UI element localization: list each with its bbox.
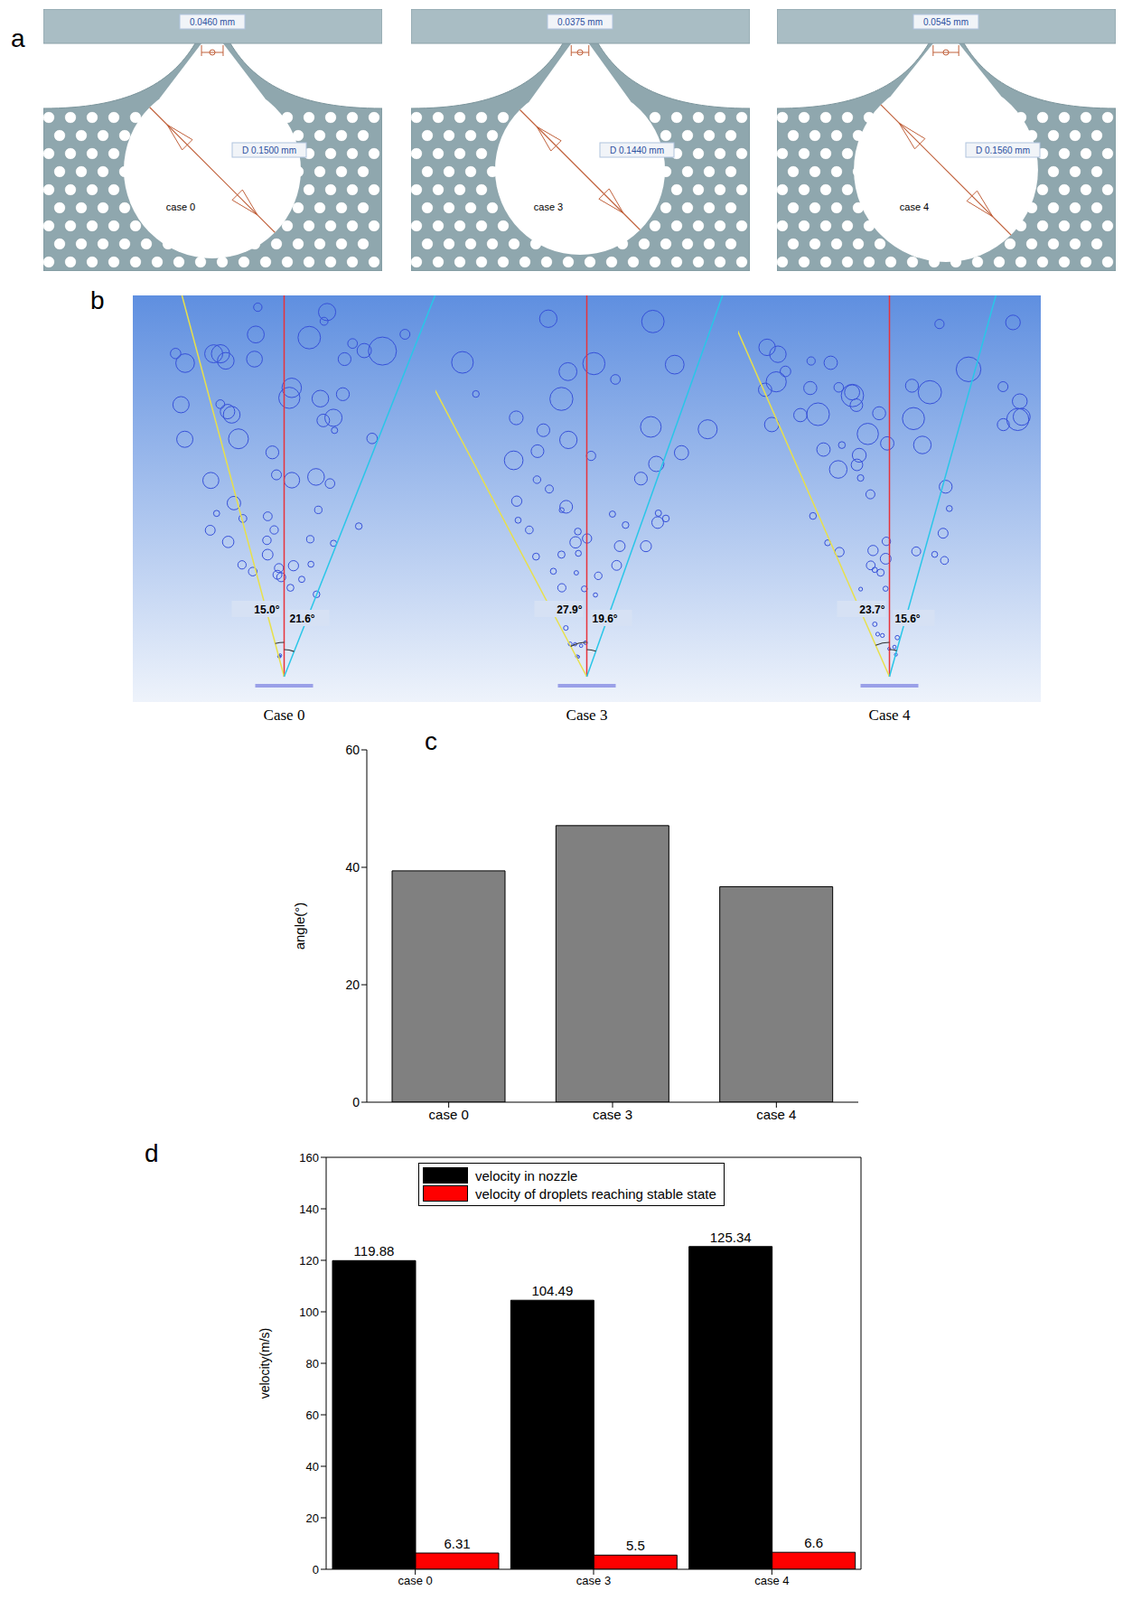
svg-text:5.5: 5.5 (626, 1537, 646, 1554)
svg-text:6.31: 6.31 (443, 1535, 470, 1552)
html-text:velocity in nozzle: velocity in nozzle (475, 1167, 578, 1184)
html-text:velocity of droplets reaching: velocity of droplets reaching stable sta… (475, 1185, 717, 1202)
svg-text:20: 20 (345, 977, 360, 992)
html-text:Case 3: Case 3 (566, 706, 608, 724)
svg-text:case 0: case 0 (429, 1106, 469, 1123)
svg-text:angle(°): angle(°) (291, 902, 308, 951)
svg-text:case 3: case 3 (533, 201, 563, 213)
svg-text:125.34: 125.34 (710, 1229, 752, 1245)
svg-text:case 4: case 4 (899, 201, 929, 213)
svg-text:23.7°: 23.7° (859, 603, 885, 617)
svg-text:0: 0 (312, 1562, 319, 1577)
html-text:c: c (424, 727, 438, 756)
svg-text:100: 100 (299, 1305, 319, 1320)
svg-text:6.6: 6.6 (804, 1534, 824, 1551)
html-text:Case 4: Case 4 (868, 706, 911, 724)
svg-text:20: 20 (306, 1511, 319, 1526)
svg-text:60: 60 (345, 742, 360, 758)
svg-text:D 0.1440 mm: D 0.1440 mm (609, 145, 665, 156)
svg-text:0: 0 (352, 1094, 360, 1110)
svg-text:15.0°: 15.0° (253, 603, 280, 617)
svg-text:120: 120 (299, 1254, 319, 1268)
svg-text:D 0.1500 mm: D 0.1500 mm (242, 145, 297, 156)
svg-text:0.0460 mm: 0.0460 mm (189, 17, 235, 28)
svg-text:160: 160 (299, 1151, 319, 1165)
svg-text:19.6°: 19.6° (592, 612, 618, 626)
svg-text:60: 60 (306, 1408, 319, 1423)
html-text:Case 0: Case 0 (263, 706, 305, 724)
svg-text:80: 80 (306, 1356, 319, 1371)
svg-text:40: 40 (306, 1459, 319, 1474)
html-text:a: a (10, 24, 25, 53)
svg-text:21.6°: 21.6° (290, 612, 316, 626)
svg-text:case 0: case 0 (166, 201, 196, 213)
svg-text:104.49: 104.49 (531, 1282, 573, 1299)
svg-text:case 3: case 3 (592, 1106, 633, 1123)
html-text:b: b (90, 286, 105, 315)
svg-text:case 4: case 4 (756, 1106, 796, 1123)
svg-text:0.0545 mm: 0.0545 mm (923, 17, 969, 28)
svg-text:27.9°: 27.9° (556, 603, 582, 617)
html-text:d: d (144, 1139, 159, 1168)
svg-text:15.6°: 15.6° (895, 612, 921, 626)
svg-text:140: 140 (299, 1202, 319, 1217)
svg-text:case 0: case 0 (398, 1573, 433, 1588)
svg-text:D 0.1560 mm: D 0.1560 mm (975, 145, 1030, 156)
svg-text:0.0375 mm: 0.0375 mm (557, 17, 603, 28)
svg-text:velocity(m/s): velocity(m/s) (257, 1328, 272, 1400)
svg-text:case 3: case 3 (576, 1573, 611, 1588)
svg-text:case 4: case 4 (754, 1573, 789, 1588)
svg-text:40: 40 (345, 860, 360, 875)
svg-text:119.88: 119.88 (354, 1243, 395, 1259)
